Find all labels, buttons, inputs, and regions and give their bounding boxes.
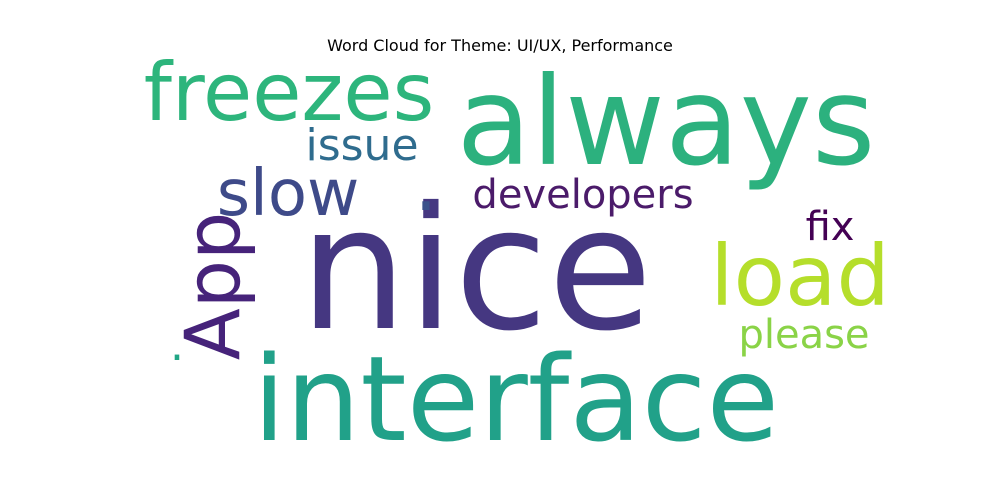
word-app: App bbox=[168, 212, 257, 360]
word-dot: . bbox=[170, 320, 184, 371]
word-developers: developers bbox=[472, 172, 693, 218]
word-issue: issue bbox=[305, 120, 418, 171]
word-always: always bbox=[457, 51, 876, 193]
chart-title: Word Cloud for Theme: UI/UX, Performance bbox=[327, 36, 673, 55]
word-interface: interface bbox=[253, 330, 779, 468]
word-load: load bbox=[710, 227, 890, 325]
word-fix: fix bbox=[806, 204, 855, 250]
word-nice: nice bbox=[299, 171, 652, 369]
word-slow: slow bbox=[217, 157, 360, 231]
word-freezes: freezes bbox=[144, 46, 435, 139]
word-dot: . bbox=[415, 145, 437, 227]
word-please: please bbox=[738, 312, 869, 358]
